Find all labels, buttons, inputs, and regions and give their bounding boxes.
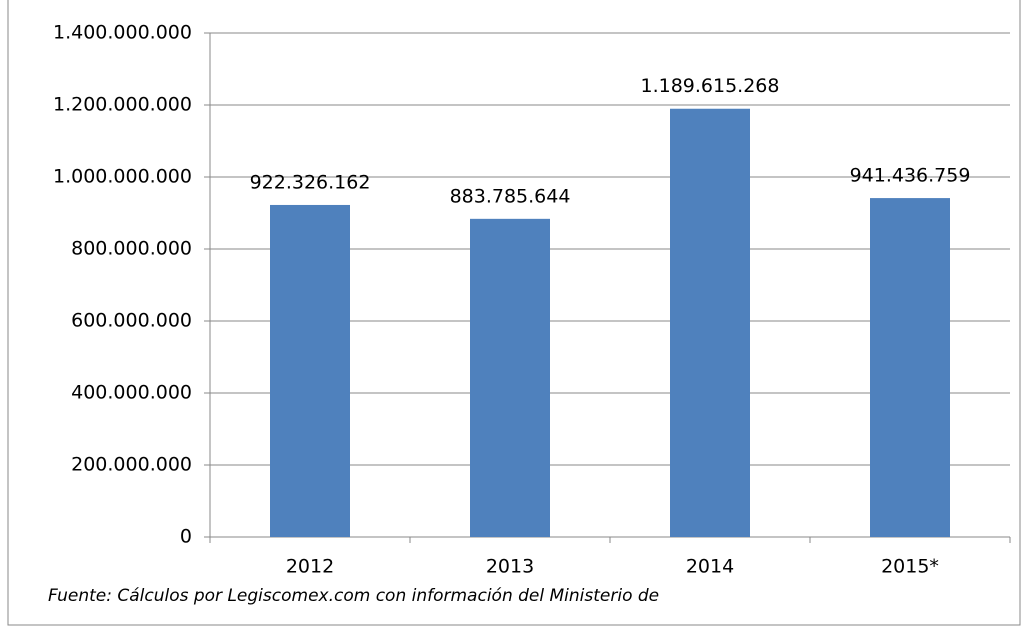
- y-tick-label: 1.000.000.000: [53, 166, 192, 188]
- x-tick-label: 2015*: [881, 556, 939, 578]
- data-label: 1.189.615.268: [640, 75, 779, 97]
- chart-border: [7, 0, 1021, 626]
- data-label: 883.785.644: [450, 185, 571, 207]
- data-label: 922.326.162: [250, 171, 371, 193]
- bar: [270, 204, 350, 537]
- y-tick-label: 1.400.000.000: [53, 22, 192, 44]
- bar: [670, 108, 750, 538]
- y-tick-label: 600.000.000: [71, 310, 192, 332]
- source-note: Fuente: Cálculos por Legiscomex.com con …: [48, 586, 659, 606]
- y-tick-label: 0: [180, 526, 192, 548]
- y-tick-label: 400.000.000: [71, 382, 192, 404]
- data-label: 941.436.759: [850, 165, 971, 187]
- y-tick-label: 800.000.000: [71, 238, 192, 260]
- bar: [870, 198, 950, 537]
- y-tick-label: 200.000.000: [71, 454, 192, 476]
- x-tick-label: 2013: [486, 556, 534, 578]
- bar: [470, 218, 550, 538]
- y-tick-label: 1.200.000.000: [53, 94, 192, 116]
- x-tick-label: 2012: [286, 556, 334, 578]
- x-tick-label: 2014: [686, 556, 734, 578]
